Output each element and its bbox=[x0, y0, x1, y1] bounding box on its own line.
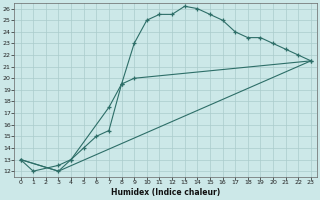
X-axis label: Humidex (Indice chaleur): Humidex (Indice chaleur) bbox=[111, 188, 220, 197]
